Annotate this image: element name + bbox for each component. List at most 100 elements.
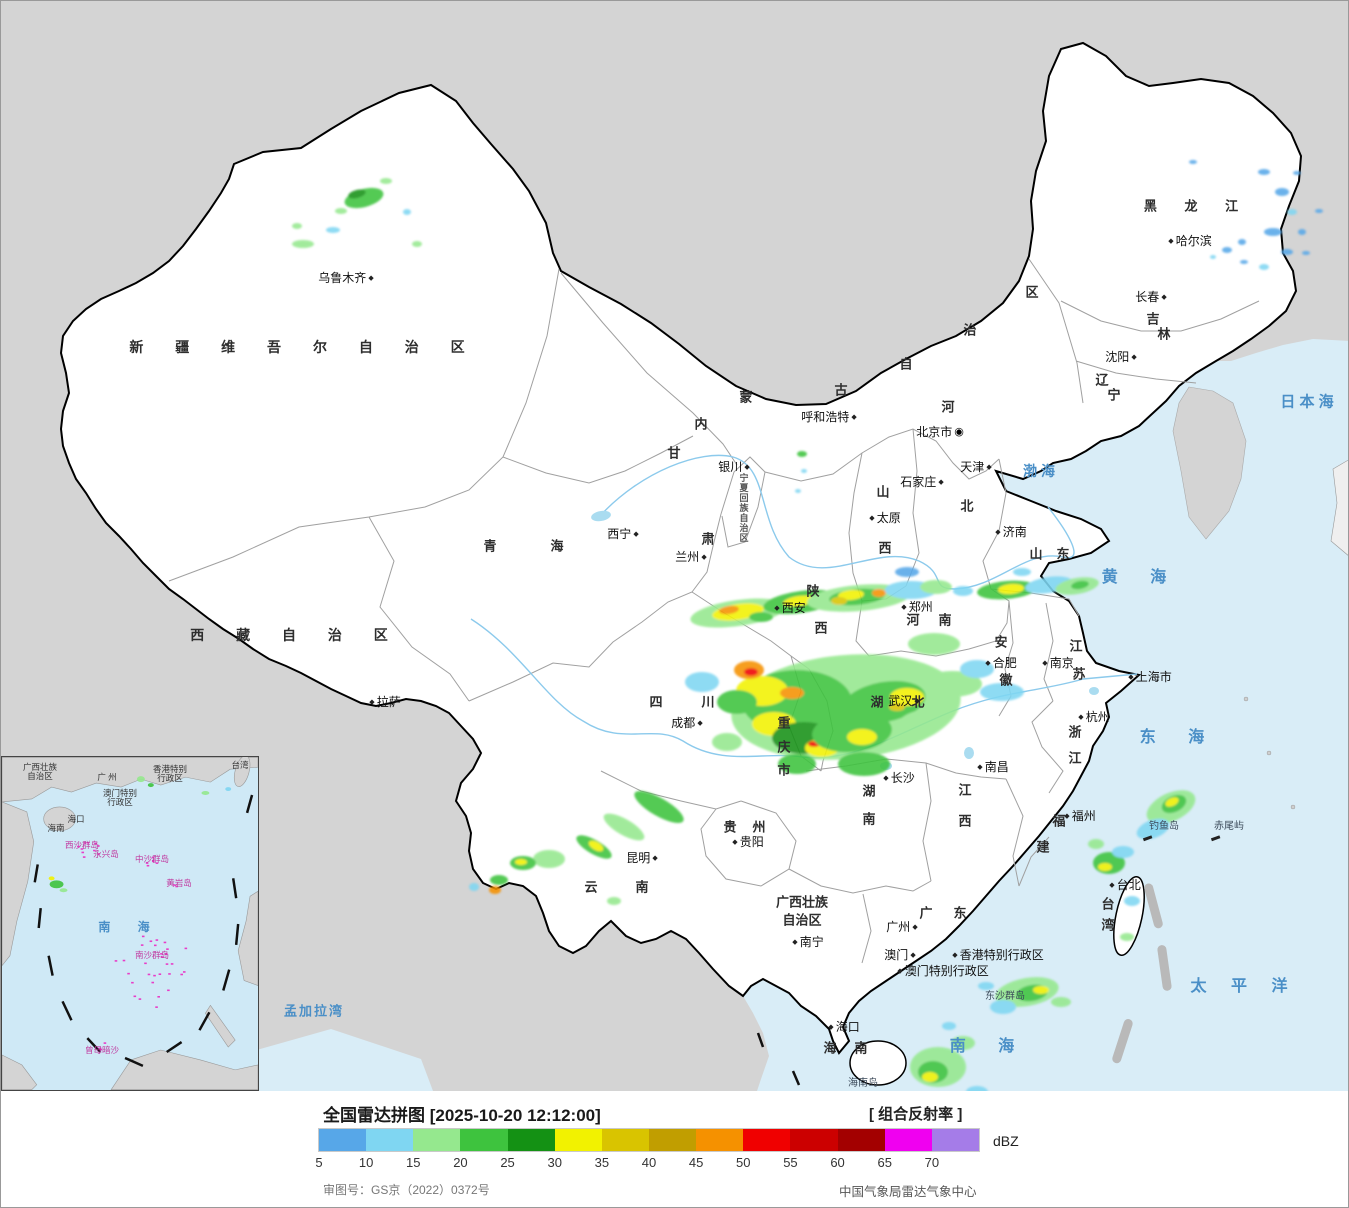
legend-swatch [884,1129,932,1151]
island-dot [184,947,188,950]
island-dot [166,948,169,950]
island-dot [149,940,153,943]
radar-echo [1051,997,1071,1007]
legend-tick: 45 [688,1155,704,1170]
island-dot [86,841,90,844]
island-dot [175,885,178,888]
radar-echo [403,209,411,215]
inset-land [2,757,258,1090]
yangtze-river [470,618,1138,759]
island-dot [127,972,130,975]
legend-swatch [507,1129,555,1151]
island-dot [83,842,86,844]
dbz-tick-labels: 5 10 15 20 25 30 35 40 45 50 55 60 65 70 [315,1155,979,1171]
radar-echo [966,1086,988,1091]
island-dot [151,859,155,862]
radar-echo [1293,171,1301,175]
radar-echo [780,687,804,699]
legend-panel: 全国雷达拼图 [2025-10-20 12:12:00] [ 组合反射率 ] d… [1,1091,1348,1207]
map-approval-number: 审图号：GS京（2022）0372号 [323,1183,490,1197]
legend-tick: 20 [453,1155,468,1170]
island-dot [160,953,163,955]
radar-echo [717,690,757,714]
radar-echo [1033,986,1049,994]
island-dot [140,944,144,946]
island-dot [170,963,174,965]
radar-echo [335,208,347,214]
radar-echo [412,241,422,247]
island-dot [145,862,149,864]
radar-echo [1222,247,1232,253]
island-dot [182,971,186,973]
legend-swatch [460,1129,508,1151]
inset-basemap [2,757,258,1090]
legend-tick: 25 [500,1155,515,1170]
ryukyu-island [1266,750,1272,756]
radar-echo [136,776,145,783]
legend-tick: 50 [736,1155,751,1170]
radar-echo [797,451,807,457]
ryukyu-island [1290,804,1296,810]
island-dot [165,963,169,965]
radar-echo [607,897,621,905]
island-dot [93,849,96,852]
radar-echo [490,875,508,885]
legend-swatch [366,1129,414,1151]
island-dot [77,845,80,848]
radar-echo [588,840,604,852]
radar-echo [147,783,154,788]
legend-tick: 35 [594,1155,610,1170]
yellow-river [598,454,1075,590]
radar-echo [795,489,801,493]
radar-echo [897,709,947,735]
island-dot [144,962,147,965]
radar-echo [1281,249,1293,255]
radar-echo [922,671,982,697]
island-dot [147,973,151,976]
island-dot [173,884,176,886]
legend-tick: 65 [877,1155,892,1170]
radar-echo [801,469,807,473]
credit-label: 中国气象局雷达气象中心 [839,1185,977,1199]
radar-echo [1275,188,1289,196]
legend-swatch [931,1129,979,1151]
island-dot [114,960,118,962]
radar-echo [1120,933,1134,941]
radar-echo-layer [292,160,1323,1091]
radar-echo [1136,818,1170,840]
island-dot [151,856,155,859]
island-dot [167,989,170,992]
legend-tick: 70 [924,1155,940,1170]
radar-echo [1259,264,1269,270]
radar-echo [783,595,815,607]
island-dot [153,974,156,977]
dbz-unit-label: dBZ [993,1133,1019,1149]
radar-echo [889,703,905,711]
island-dot [153,944,157,947]
hainan-island [849,1040,907,1086]
radar-echo [1287,209,1297,215]
legend-swatch [837,1129,885,1151]
island-dot [131,981,134,984]
legend-tick: 5 [315,1155,323,1170]
radar-echo [292,223,302,229]
radar-echo [1088,839,1104,849]
island-dot [146,864,150,867]
legend-swatch [413,1129,461,1151]
island-dot [155,862,159,864]
island-dot [151,981,155,984]
legend-tick: 10 [358,1155,374,1170]
island-dot [81,851,85,854]
legend-swatch [648,1129,697,1151]
island-dot [155,1006,158,1008]
radar-echo [469,883,479,891]
island-dot [98,1047,102,1050]
radar-echo [1238,239,1246,245]
radar-echo [292,240,314,248]
radar-echo [980,683,1024,701]
radar-echo [326,227,340,233]
radar-echo [1240,260,1248,264]
island-dot [80,848,84,850]
radar-echo [1264,228,1282,236]
